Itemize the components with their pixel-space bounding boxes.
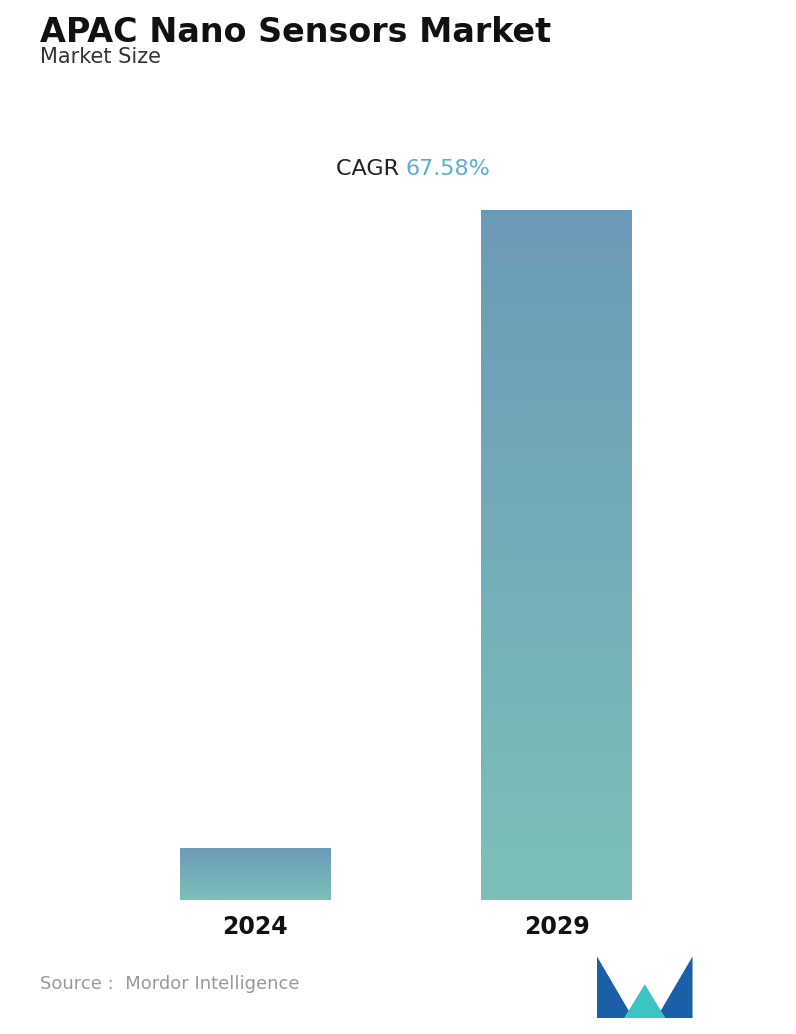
- Text: CAGR: CAGR: [336, 159, 406, 179]
- Text: APAC Nano Sensors Market: APAC Nano Sensors Market: [40, 16, 551, 49]
- Text: 2024: 2024: [223, 915, 288, 939]
- Text: Source :  Mordor Intelligence: Source : Mordor Intelligence: [40, 975, 299, 993]
- Text: 2029: 2029: [524, 915, 590, 939]
- Text: Market Size: Market Size: [40, 47, 161, 66]
- Text: 67.58%: 67.58%: [406, 159, 491, 179]
